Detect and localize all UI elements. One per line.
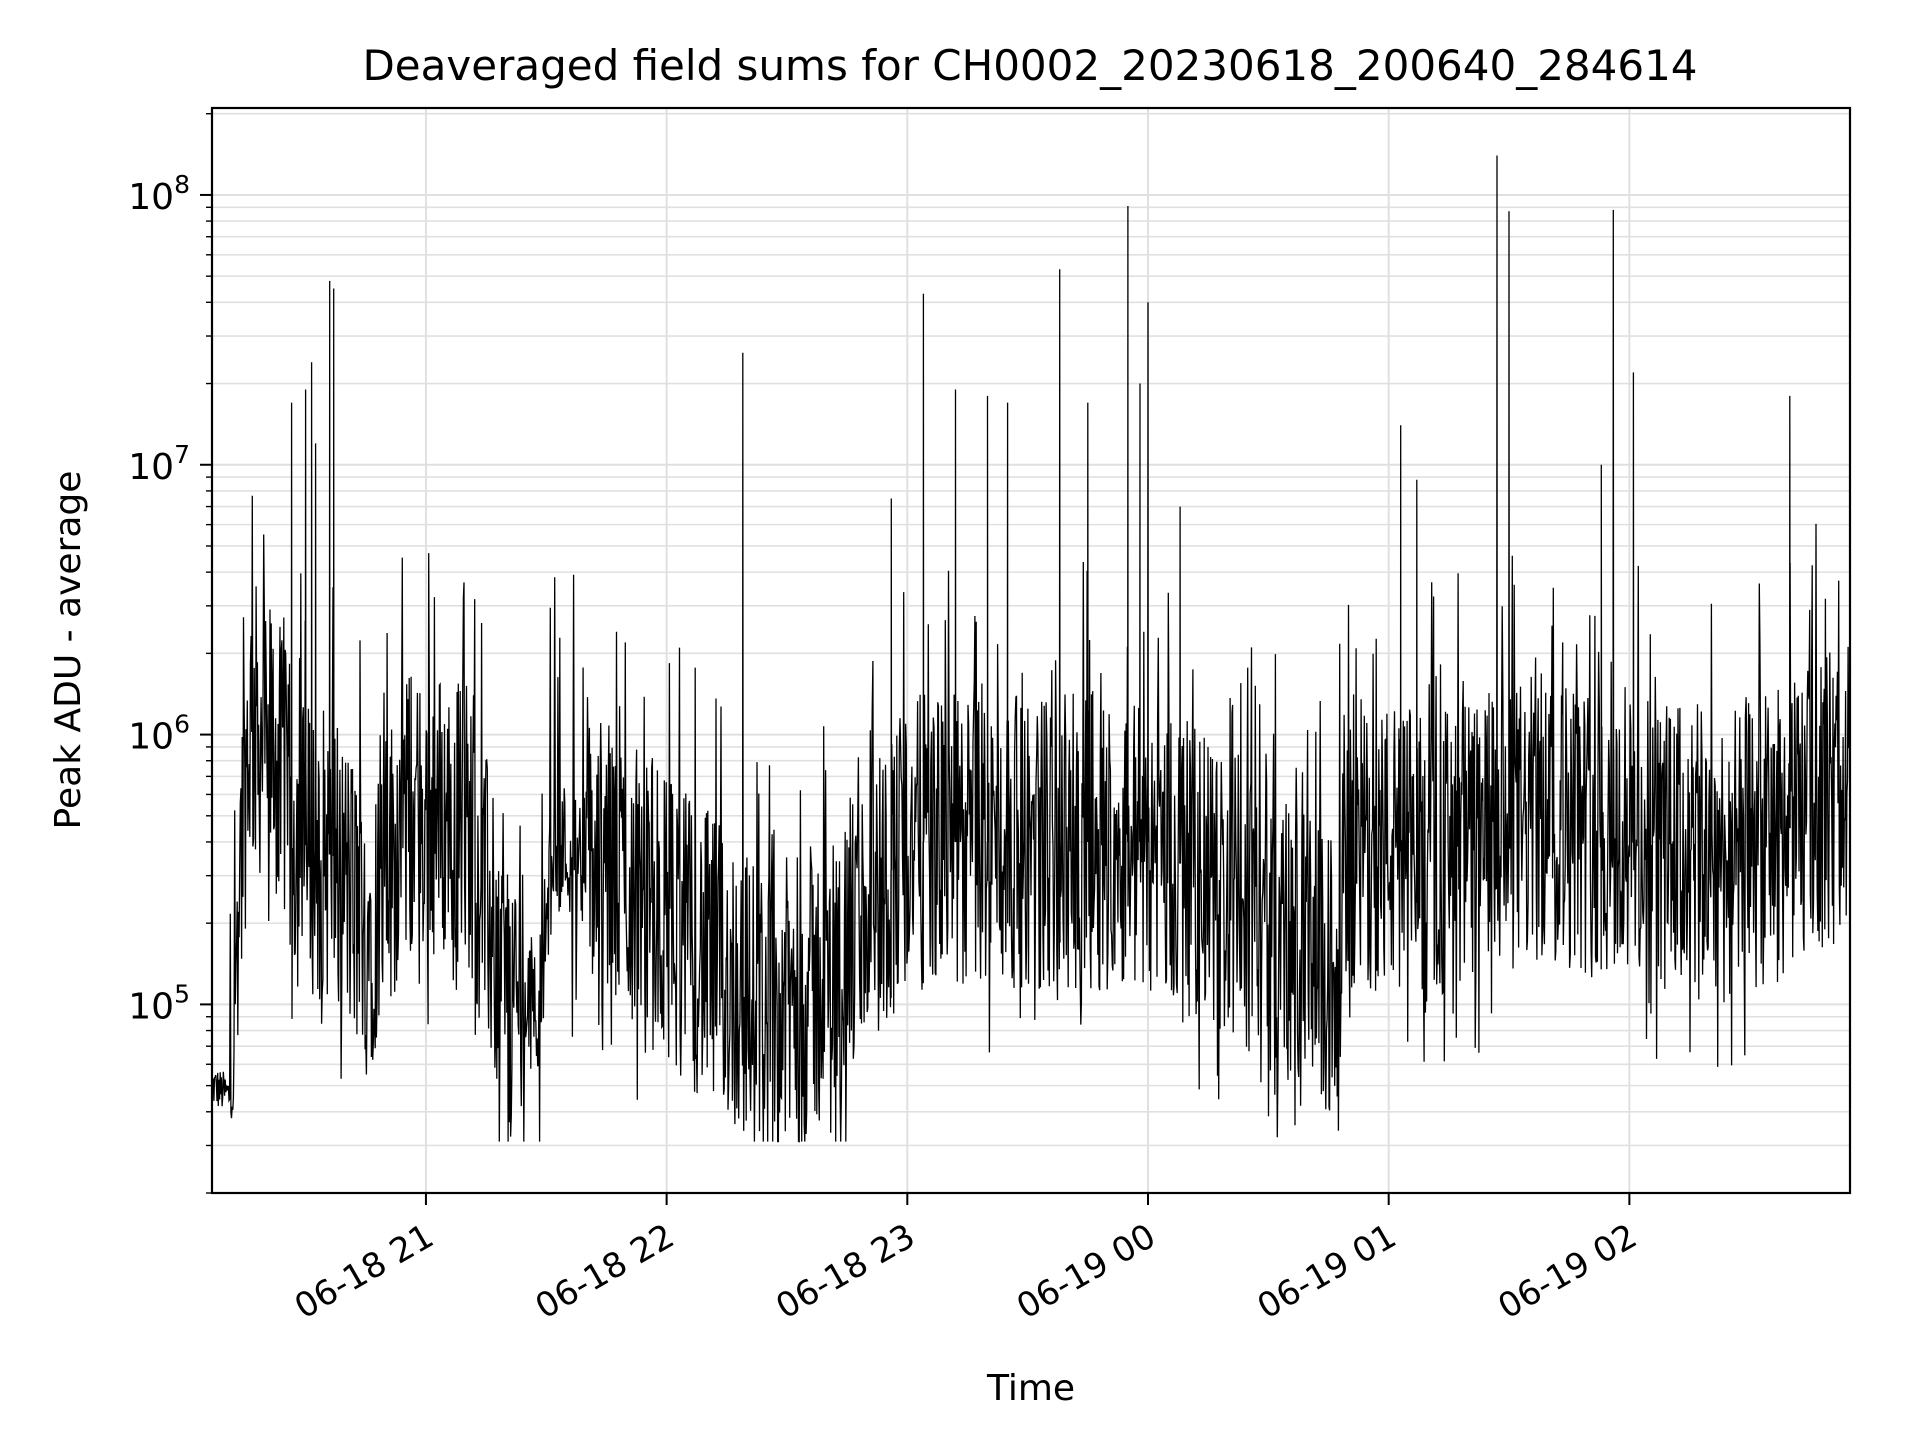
y-tick-label: 107	[128, 440, 190, 488]
x-axis-label: Time	[986, 1368, 1075, 1409]
y-tick-label: 108	[128, 170, 190, 218]
y-tick-label: 105	[128, 979, 190, 1027]
y-axis-label: Peak ADU - average	[48, 471, 89, 830]
series-line	[211, 155, 1851, 1143]
x-tick-label: 06-19 01	[1251, 1216, 1403, 1327]
series-line-layer	[211, 155, 1851, 1143]
grid-layer	[212, 108, 1850, 1194]
x-tick-label: 06-18 21	[288, 1216, 440, 1327]
x-tick-label: 06-18 22	[529, 1216, 681, 1327]
chart-title: Deaveraged field sums for CH0002_2023061…	[362, 41, 1697, 90]
x-tick-label: 06-19 00	[1010, 1216, 1162, 1327]
y-tick-label: 106	[128, 710, 190, 758]
plot-frame	[210, 106, 1852, 1195]
x-tick-label: 06-18 23	[769, 1216, 921, 1327]
x-tick-label: 06-19 02	[1491, 1216, 1643, 1327]
